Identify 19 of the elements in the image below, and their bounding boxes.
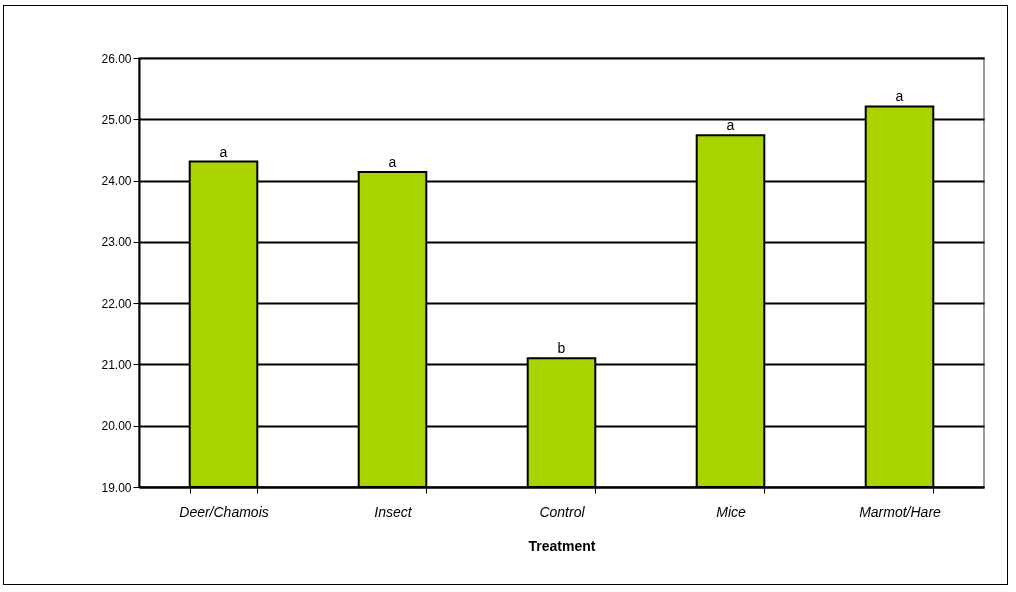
y-tick-label: 19.00 bbox=[101, 480, 132, 495]
y-tick-label: 26.00 bbox=[101, 51, 132, 66]
y-tick-label: 23.00 bbox=[101, 235, 132, 250]
x-tick-label: Control bbox=[539, 503, 586, 520]
x-axis-title: Treatment bbox=[528, 537, 596, 554]
annotation: a bbox=[895, 88, 904, 105]
annotation: a bbox=[388, 153, 397, 170]
y-tick-label: 25.00 bbox=[101, 112, 132, 127]
x-tick-label: Mice bbox=[716, 503, 746, 520]
x-tick-label: Marmot/Hare bbox=[859, 503, 942, 520]
x-tick-label: Deer/Chamois bbox=[179, 503, 269, 520]
annotation: b bbox=[557, 340, 566, 357]
y-tick-label: 20.00 bbox=[101, 419, 132, 434]
annotation: a bbox=[726, 117, 735, 134]
y-tick-label: 21.00 bbox=[101, 357, 132, 372]
y-tick-label: 22.00 bbox=[101, 296, 132, 311]
annotation: a bbox=[219, 143, 228, 160]
x-tick-label: Insect bbox=[374, 503, 413, 520]
y-tick-label: 24.00 bbox=[101, 174, 132, 189]
